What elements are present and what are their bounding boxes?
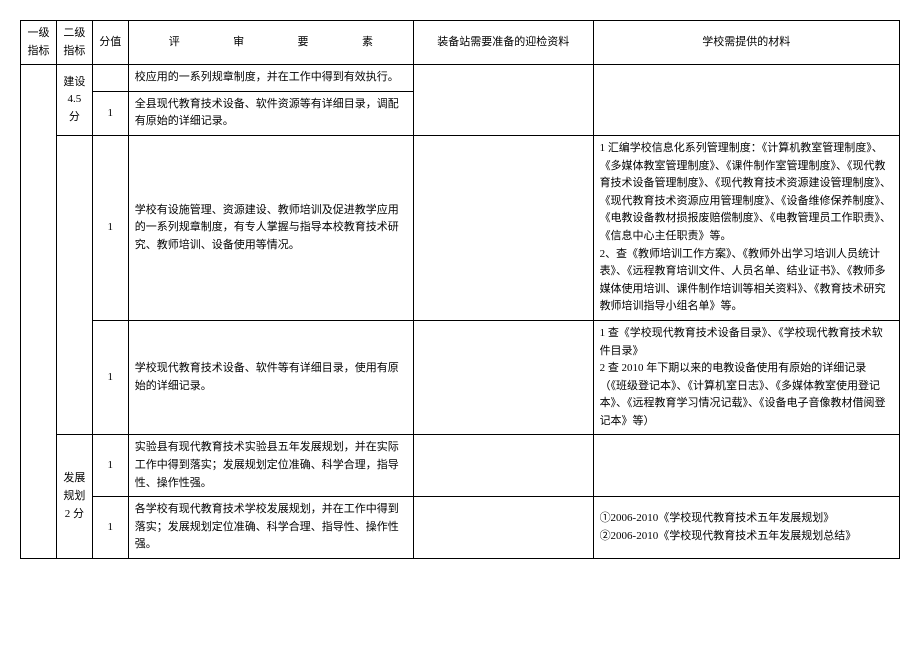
header-elements: 评 审 要 素: [128, 21, 413, 65]
cell-element: 全县现代教育技术设备、软件资源等有详细目录，调配有原始的详细记录。: [128, 91, 413, 135]
cell-station: [413, 65, 593, 136]
table-row: 1 学校有设施管理、资源建设、教师培训及促进教学应用的一系列规章制度，有专人掌握…: [21, 135, 900, 320]
header-score: 分值: [92, 21, 128, 65]
cell-station: [413, 497, 593, 559]
header-school-materials: 学校需提供的材料: [593, 21, 899, 65]
cell-school: [593, 65, 899, 136]
cell-score: 1: [92, 91, 128, 135]
cell-score: 1: [92, 135, 128, 320]
cell-school: 1 查《学校现代教育技术设备目录》、《学校现代教育技术软件目录》2 查 2010…: [593, 320, 899, 435]
cell-score: 1: [92, 435, 128, 497]
header-station-materials: 装备站需要准备的迎检资料: [413, 21, 593, 65]
table-row: 发展规划2 分 1 实验县有现代教育技术实验县五年发展规划，并在实际工作中得到落…: [21, 435, 900, 497]
cell-station: [413, 135, 593, 320]
table-row: 1 各学校有现代教育技术学校发展规划，并在工作中得到落实；发展规划定位准确、科学…: [21, 497, 900, 559]
table-row: 建设4.5 分 校应用的一系列规章制度，并在工作中得到有效执行。: [21, 65, 900, 92]
cell-element: 实验县有现代教育技术实验县五年发展规划，并在实际工作中得到落实；发展规划定位准确…: [128, 435, 413, 497]
cell-element: 学校现代教育技术设备、软件等有详细目录，使用有原始的详细记录。: [128, 320, 413, 435]
cell-level2-construction: 建设4.5 分: [56, 65, 92, 136]
table-row: 1 学校现代教育技术设备、软件等有详细目录，使用有原始的详细记录。 1 查《学校…: [21, 320, 900, 435]
cell-school: 1 汇编学校信息化系列管理制度：《计算机教室管理制度》、《多媒体教室管理制度》、…: [593, 135, 899, 320]
header-level1: 一级指标: [21, 21, 57, 65]
cell-level2-empty: [56, 135, 92, 435]
cell-element: 各学校有现代教育技术学校发展规划，并在工作中得到落实；发展规划定位准确、科学合理…: [128, 497, 413, 559]
cell-level1: [21, 65, 57, 559]
cell-station: [413, 320, 593, 435]
cell-score: 1: [92, 320, 128, 435]
cell-school: ①2006-2010《学校现代教育技术五年发展规划》②2006-2010《学校现…: [593, 497, 899, 559]
header-level2: 二级指标: [56, 21, 92, 65]
cell-level2-development: 发展规划2 分: [56, 435, 92, 559]
cell-element: 校应用的一系列规章制度，并在工作中得到有效执行。: [128, 65, 413, 92]
cell-score: 1: [92, 497, 128, 559]
cell-station: [413, 435, 593, 497]
cell-school: [593, 435, 899, 497]
header-row: 一级指标 二级指标 分值 评 审 要 素 装备站需要准备的迎检资料 学校需提供的…: [21, 21, 900, 65]
cell-element: 学校有设施管理、资源建设、教师培训及促进教学应用的一系列规章制度，有专人掌握与指…: [128, 135, 413, 320]
evaluation-table: 一级指标 二级指标 分值 评 审 要 素 装备站需要准备的迎检资料 学校需提供的…: [20, 20, 900, 559]
cell-score: [92, 65, 128, 92]
